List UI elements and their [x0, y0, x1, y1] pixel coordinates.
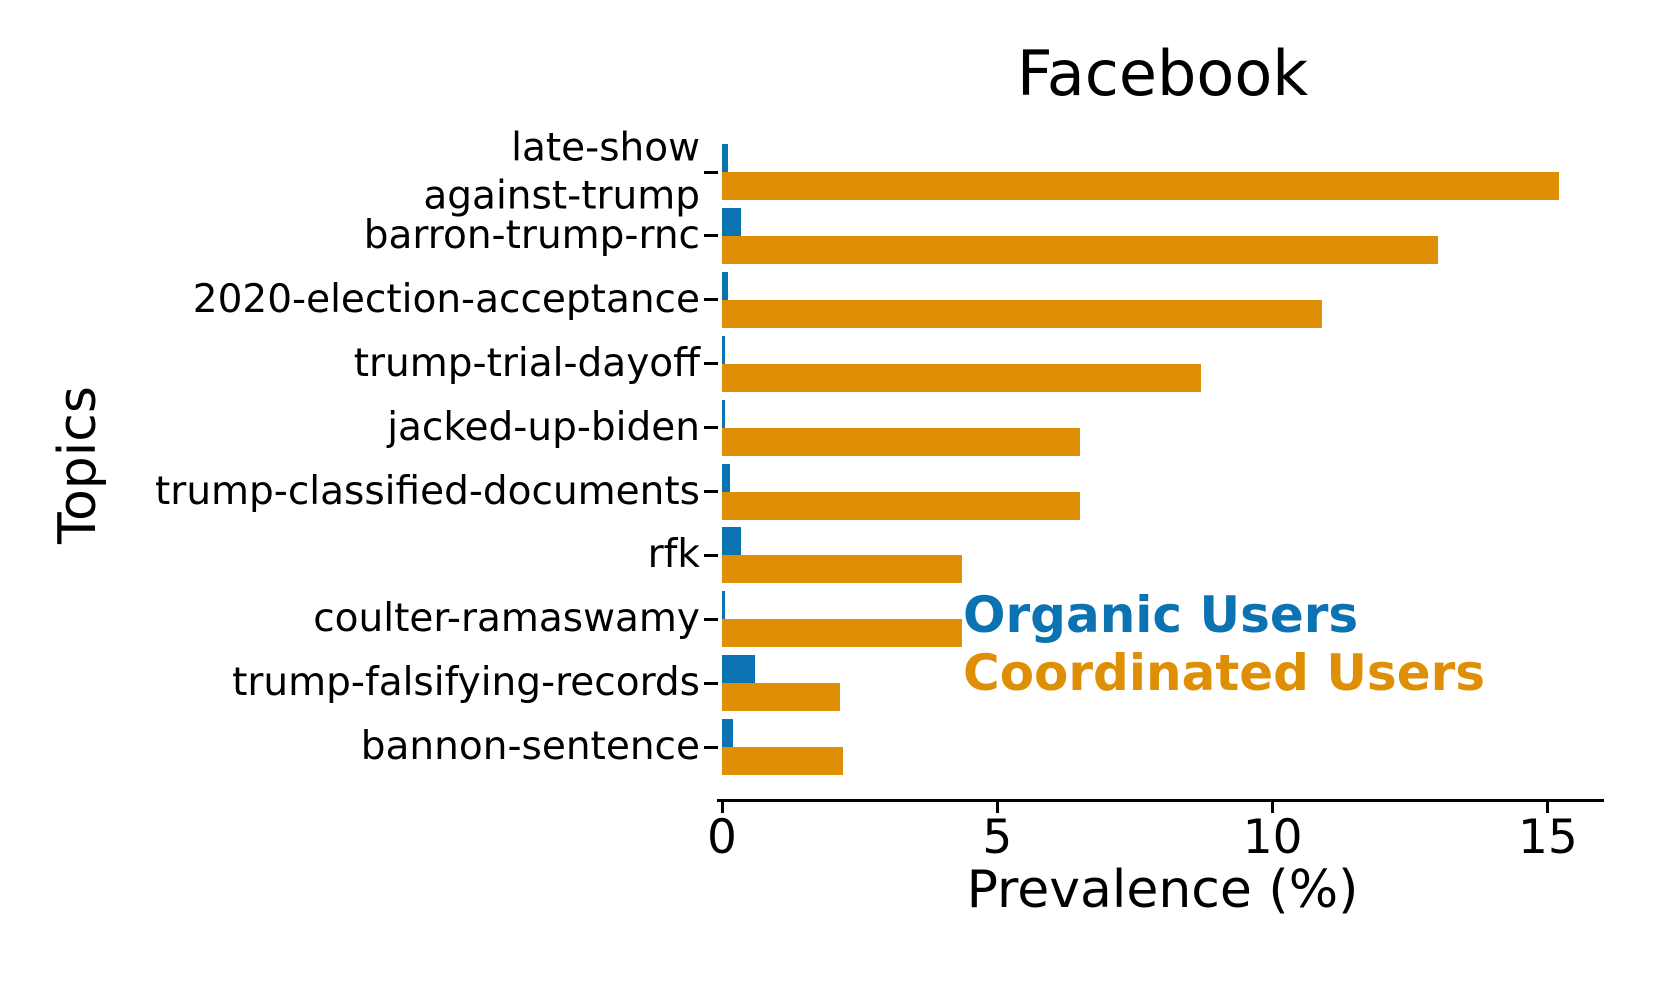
organic-users-bar-7 [722, 591, 725, 620]
legend-coordinated-users: Coordinated Users [963, 644, 1486, 702]
x-axis-line [717, 799, 1604, 802]
y-tick-mark [704, 553, 718, 557]
x-tick-mark [995, 800, 999, 813]
category-label: rfk [647, 532, 700, 578]
y-tick-mark [704, 298, 718, 302]
coordinated-users-bar-9 [722, 747, 844, 776]
x-tick-label: 10 [1242, 810, 1303, 865]
y-tick-mark [704, 617, 718, 621]
x-tick-mark [1546, 800, 1550, 813]
category-label: jacked-up-biden [387, 404, 700, 450]
x-axis-label: Prevalence (%) [966, 860, 1359, 920]
category-label: barron-trump-rnc [363, 213, 700, 259]
y-tick-mark [704, 490, 718, 493]
category-label: coulter-ramaswamy [313, 596, 700, 642]
organic-users-bar-1 [722, 207, 742, 236]
x-tick-label: 0 [707, 810, 737, 865]
category-label: trump-classified-documents [155, 468, 700, 514]
legend-organic-users: Organic Users [963, 586, 1359, 644]
coordinated-users-bar-0 [722, 172, 1559, 200]
organic-users-bar-4 [722, 399, 725, 428]
chart-title: Facebook [1016, 37, 1309, 110]
category-label: trump-falsifying-records [232, 660, 700, 706]
y-tick-mark [704, 681, 718, 685]
legend: Organic Users Coordinated Users [963, 586, 1485, 702]
coordinated-users-bar-2 [722, 299, 1323, 328]
coordinated-users-bar-3 [722, 363, 1202, 392]
category-label: bannon-sentence [360, 724, 700, 770]
y-tick-mark [704, 362, 718, 366]
coordinated-users-bar-5 [722, 491, 1080, 520]
organic-users-bar-8 [722, 655, 756, 684]
organic-users-bar-2 [722, 271, 728, 300]
category-label: late-show against-trump [423, 125, 700, 218]
organic-users-bar-0 [722, 144, 728, 172]
x-tick-label: 15 [1518, 810, 1578, 865]
x-tick-label: 5 [982, 810, 1013, 865]
coordinated-users-bar-8 [722, 683, 841, 712]
coordinated-users-bar-4 [722, 427, 1080, 456]
organic-users-bar-5 [722, 463, 731, 492]
organic-users-bar-3 [722, 335, 725, 364]
organic-users-bar-6 [722, 527, 742, 556]
x-tick-mark [720, 800, 724, 813]
y-axis-label: Topics [48, 386, 108, 544]
y-tick-mark [704, 426, 718, 430]
organic-users-bar-9 [722, 719, 733, 748]
x-tick-mark [1271, 800, 1275, 813]
y-tick-mark [704, 170, 718, 174]
category-label: trump-trial-dayoff [353, 340, 700, 386]
coordinated-users-bar-6 [722, 555, 962, 584]
y-tick-mark [704, 745, 718, 749]
coordinated-users-bar-1 [722, 235, 1438, 264]
y-tick-mark [704, 234, 718, 238]
category-label: 2020-election-acceptance [192, 277, 700, 323]
coordinated-users-bar-7 [722, 619, 962, 648]
